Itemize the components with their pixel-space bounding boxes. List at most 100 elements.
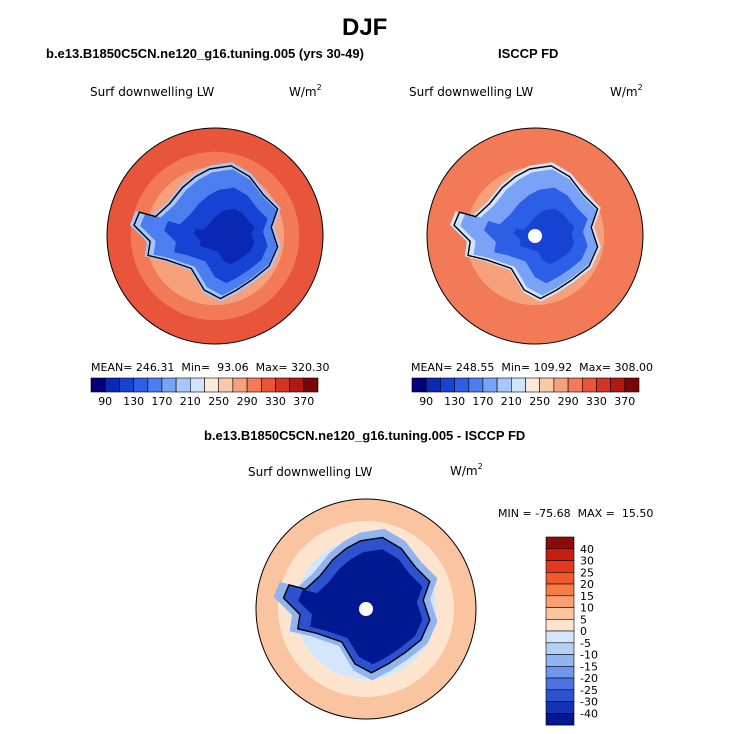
obs-variable-label: Surf downwelling LW — [409, 85, 534, 99]
colorbar-tick-label: 20 — [580, 578, 594, 591]
colorbar-tick-label: 290 — [558, 395, 579, 408]
colorbar-tick-label: -40 — [580, 707, 598, 720]
diff-map — [256, 499, 476, 719]
colorbar-tick-label: 330 — [586, 395, 607, 408]
colorbar-tick-label: 170 — [151, 395, 172, 408]
colorbar-tick-label: 210 — [501, 395, 522, 408]
colorbar-swatch — [482, 377, 498, 393]
colorbar-tick-label: 210 — [180, 395, 201, 408]
colorbar-swatch — [545, 689, 575, 702]
colorbar-swatch — [545, 618, 575, 632]
colorbar-tick-label: 130 — [123, 395, 144, 408]
colorbar-tick-label: 25 — [580, 566, 594, 579]
diff-map-frame — [255, 498, 477, 720]
coastline — [133, 165, 279, 300]
colorbar-tick-label: 15 — [580, 590, 594, 603]
colorbar-tick-label: 170 — [472, 395, 493, 408]
model-variable-label: Surf downwelling LW — [90, 85, 215, 99]
colorbar-swatch — [133, 377, 149, 393]
colorbar-swatch — [545, 607, 575, 620]
colorbar-swatch — [545, 654, 575, 667]
colorbar-tick-label: 370 — [293, 395, 314, 408]
colorbar-swatch — [411, 377, 427, 393]
colorbar-swatch — [175, 377, 191, 393]
colorbar-swatch — [545, 571, 575, 585]
colorbar-swatch — [539, 377, 555, 393]
colorbar-swatch — [496, 377, 512, 393]
colorbar-tick-label: -30 — [580, 696, 598, 709]
colorbar-swatch — [289, 377, 305, 393]
obs-stats: MEAN= 248.55 Min= 109.92 Max= 308.00 — [411, 361, 654, 374]
colorbar-swatch — [545, 701, 575, 714]
colorbar-swatch — [545, 583, 575, 597]
colorbar-tick-label: -20 — [580, 672, 598, 685]
diff-stats: MIN = -75.68 MAX = 15.50 — [498, 507, 654, 520]
east-antarctica-core-region — [513, 208, 575, 265]
colorbar-swatch — [545, 548, 575, 561]
colorbar-swatch — [553, 377, 569, 393]
colorbar-swatch — [545, 595, 575, 608]
colorbar-tick-label: -5 — [580, 637, 591, 650]
colorbar-swatch — [90, 377, 106, 393]
colorbar-swatch — [581, 377, 597, 393]
colorbar-swatch — [545, 665, 575, 679]
colorbar-swatch — [567, 377, 583, 393]
colorbar-swatch — [147, 377, 163, 393]
colorbar-swatch — [275, 377, 290, 393]
coastline — [282, 536, 431, 674]
diff-variable-label: Surf downwelling LW — [248, 465, 373, 479]
model-map-frame — [106, 127, 324, 345]
colorbar-swatch — [545, 560, 575, 573]
colorbar-tick-label: 5 — [580, 613, 587, 626]
colorbar-swatch — [545, 677, 575, 691]
colorbar-swatch — [624, 377, 640, 393]
colorbar-tick-label: 90 — [98, 395, 112, 408]
colorbar-swatch — [525, 377, 540, 393]
colorbar-tick-label: -15 — [580, 660, 598, 673]
obs-map-frame — [426, 127, 644, 345]
colorbar-tick-label: 330 — [265, 395, 286, 408]
colorbar-tick-label: -25 — [580, 684, 598, 697]
missing-pole-marker — [359, 602, 373, 616]
colorbar-swatch — [510, 377, 526, 393]
model-panel-header: b.e13.B1850C5CN.ne120_g16.tuning.005 (yr… — [46, 46, 364, 61]
colorbar-swatch — [246, 377, 262, 393]
colorbar-tick-label: 370 — [614, 395, 635, 408]
model-stats: MEAN= 246.31 Min= 93.06 Max= 320.30 — [91, 361, 330, 374]
colorbar-tick-label: 250 — [208, 395, 229, 408]
colorbar-swatch — [468, 377, 484, 393]
colorbar-tick-label: 10 — [580, 602, 594, 615]
colorbar-swatch — [545, 712, 575, 726]
colorbar-swatch — [260, 377, 276, 393]
colorbar-tick-label: 40 — [580, 543, 594, 556]
model-map — [107, 128, 323, 344]
model-units-label: W/m2 — [289, 83, 322, 99]
colorbar-swatch — [545, 536, 575, 550]
page-title: DJF — [342, 14, 388, 41]
diff-panel-header: b.e13.B1850C5CN.ne120_g16.tuning.005 - I… — [204, 428, 526, 443]
colorbar-tick-label: 0 — [580, 625, 587, 638]
obs-panel-header: ISCCP FD — [498, 46, 559, 61]
east-antarctica-core-region — [193, 208, 255, 265]
colorbar-swatch — [454, 377, 470, 393]
colorbar-tick-label: -10 — [580, 649, 598, 662]
colorbar-tick-label: 250 — [529, 395, 550, 408]
model-colorbar: 90 130 170 210 250 290 330 370 — [90, 377, 319, 408]
colorbar-swatch — [303, 377, 319, 393]
colorbar-tick-label: 30 — [580, 555, 594, 568]
colorbar-tick-label: 290 — [237, 395, 258, 408]
colorbar-swatch — [104, 377, 120, 393]
colorbar-tick-label: 130 — [444, 395, 465, 408]
colorbar-swatch — [545, 630, 575, 644]
colorbar-swatch — [119, 377, 134, 393]
colorbar-swatch — [596, 377, 611, 393]
obs-colorbar: 90 130 170 210 250 290 330 370 — [411, 377, 640, 408]
colorbar-swatch — [161, 377, 177, 393]
coastline — [453, 165, 599, 300]
colorbar-swatch — [232, 377, 248, 393]
obs-map — [427, 128, 643, 344]
colorbar-swatch — [440, 377, 455, 393]
colorbar-swatch — [425, 377, 441, 393]
